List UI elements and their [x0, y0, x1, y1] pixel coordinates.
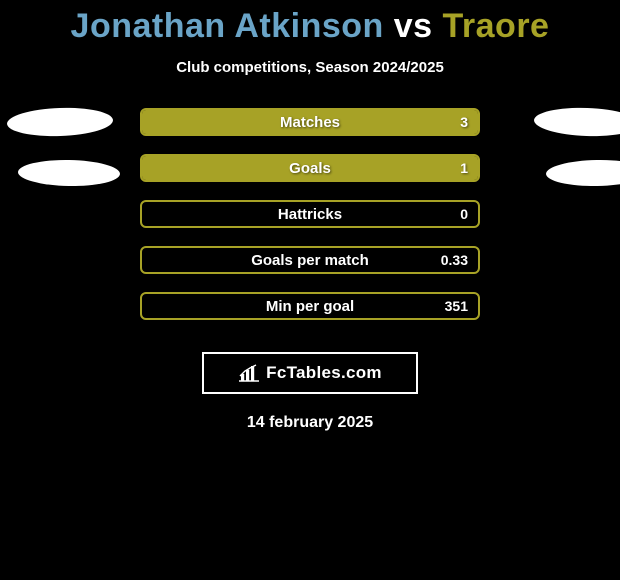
- stat-row: Hattricks 0: [140, 200, 480, 228]
- branding-text: FcTables.com: [266, 363, 382, 383]
- title-player2: Traore: [443, 7, 550, 45]
- branding-badge[interactable]: FcTables.com: [202, 352, 418, 394]
- stat-label: Hattricks: [278, 206, 342, 223]
- stat-label: Min per goal: [266, 298, 354, 315]
- bar-chart-icon: [238, 364, 260, 382]
- footer-date: 14 february 2025: [0, 414, 620, 432]
- stat-value: 3: [460, 114, 468, 130]
- stat-value: 0.33: [441, 252, 468, 268]
- stat-row: Goals 1: [140, 154, 480, 182]
- stat-value: 351: [445, 298, 468, 314]
- stat-row: Goals per match 0.33: [140, 246, 480, 274]
- subtitle: Club competitions, Season 2024/2025: [0, 59, 620, 76]
- stat-label: Matches: [280, 114, 340, 131]
- stat-value: 0: [460, 206, 468, 222]
- stat-value: 1: [460, 160, 468, 176]
- stat-label: Goals per match: [251, 252, 369, 269]
- title-vs: vs: [394, 7, 443, 45]
- title-player1: Jonathan Atkinson: [71, 7, 384, 45]
- comparison-chart: Matches 3 Goals 1 Hattricks 0 Goals per match 0…: [0, 108, 620, 338]
- stat-row: Matches 3: [140, 108, 480, 136]
- page-title: Jonathan Atkinson vs Traore: [0, 0, 620, 45]
- stat-label: Goals: [289, 160, 331, 177]
- stat-row: Min per goal 351: [140, 292, 480, 320]
- stat-rows: Matches 3 Goals 1 Hattricks 0 Goals per match 0…: [0, 108, 620, 320]
